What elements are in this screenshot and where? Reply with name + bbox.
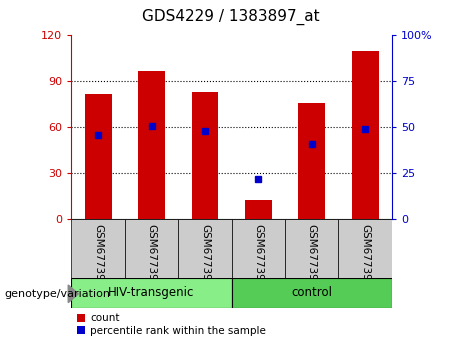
Text: GSM677394: GSM677394 [307, 224, 317, 287]
Bar [85, 94, 112, 219]
Text: GSM677390: GSM677390 [93, 224, 103, 287]
Bar [231, 278, 392, 308]
Text: GSM677392: GSM677392 [200, 224, 210, 287]
Bar [178, 219, 231, 278]
Text: GSM677391: GSM677391 [147, 224, 157, 287]
Bar [71, 219, 125, 278]
Legend: count, percentile rank within the sample: count, percentile rank within the sample [77, 313, 266, 336]
Text: HIV-transgenic: HIV-transgenic [108, 286, 195, 299]
Bar [352, 51, 378, 219]
Bar [231, 219, 285, 278]
Bar [298, 103, 325, 219]
Bar [245, 200, 272, 219]
Text: GDS4229 / 1383897_at: GDS4229 / 1383897_at [142, 9, 319, 25]
Text: GSM677395: GSM677395 [360, 224, 370, 287]
Bar [71, 278, 231, 308]
Text: control: control [291, 286, 332, 299]
Text: GSM677393: GSM677393 [254, 224, 263, 287]
Bar [138, 71, 165, 219]
Bar [192, 92, 219, 219]
Bar [125, 219, 178, 278]
Bar [285, 219, 338, 278]
Bar [338, 219, 392, 278]
Text: genotype/variation: genotype/variation [5, 289, 111, 299]
